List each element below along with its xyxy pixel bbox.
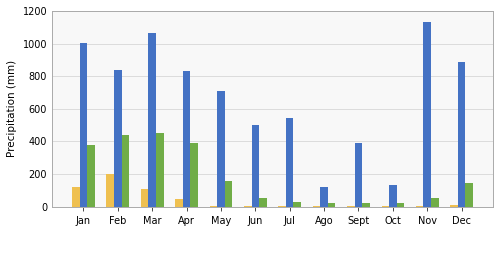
Bar: [424, 22, 431, 207]
Bar: [431, 198, 438, 207]
Bar: [450, 205, 458, 207]
Bar: [148, 33, 156, 207]
Bar: [362, 203, 370, 207]
Y-axis label: Precipitation (mm): Precipitation (mm): [7, 60, 17, 157]
Bar: [347, 206, 354, 207]
Bar: [141, 189, 148, 207]
Bar: [320, 187, 328, 207]
Bar: [114, 70, 122, 207]
Bar: [72, 187, 80, 207]
Bar: [252, 125, 259, 207]
Bar: [328, 204, 336, 207]
Bar: [244, 206, 252, 207]
Bar: [80, 43, 87, 207]
Bar: [224, 182, 232, 207]
Bar: [458, 61, 466, 207]
Bar: [286, 118, 294, 207]
Bar: [382, 206, 389, 207]
Bar: [313, 206, 320, 207]
Bar: [210, 206, 217, 207]
Bar: [259, 198, 266, 207]
Bar: [278, 206, 286, 207]
Bar: [396, 204, 404, 207]
Bar: [217, 91, 224, 207]
Bar: [175, 199, 183, 207]
Bar: [156, 133, 164, 207]
Bar: [354, 143, 362, 207]
Bar: [87, 145, 94, 207]
Bar: [466, 183, 473, 207]
Bar: [389, 185, 396, 207]
Bar: [294, 202, 301, 207]
Bar: [122, 135, 129, 207]
Bar: [190, 143, 198, 207]
Bar: [416, 206, 424, 207]
Bar: [106, 174, 114, 207]
Bar: [183, 71, 190, 207]
